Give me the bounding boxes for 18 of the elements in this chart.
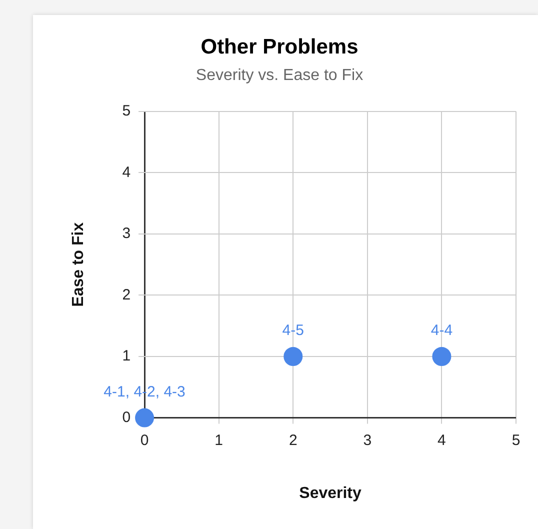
x-tick-label: 5 — [512, 432, 520, 449]
y-tick-label: 5 — [122, 102, 131, 120]
chart-title: Other Problems — [200, 35, 358, 58]
x-axis-title: Severity — [299, 484, 362, 502]
x-tick-label: 0 — [140, 432, 149, 449]
y-tick-label: 3 — [122, 225, 131, 242]
y-tick-label: 1 — [122, 348, 131, 365]
y-tick-label: 0 — [122, 408, 131, 426]
x-tick-label: 2 — [288, 432, 298, 449]
x-tick-label: 4 — [438, 432, 446, 449]
x-tick-label: 1 — [214, 432, 224, 449]
annotation: 4-5 — [282, 322, 304, 340]
annotation: 4-4 — [430, 322, 453, 340]
y-tick-label: 2 — [122, 286, 131, 304]
x-tick-label: 3 — [363, 432, 372, 449]
chart-subtitle: Severity vs. Ease to Fix — [196, 67, 364, 84]
y-axis-title: Ease to Fix — [70, 222, 88, 307]
y-tick-label: 4 — [122, 164, 131, 181]
